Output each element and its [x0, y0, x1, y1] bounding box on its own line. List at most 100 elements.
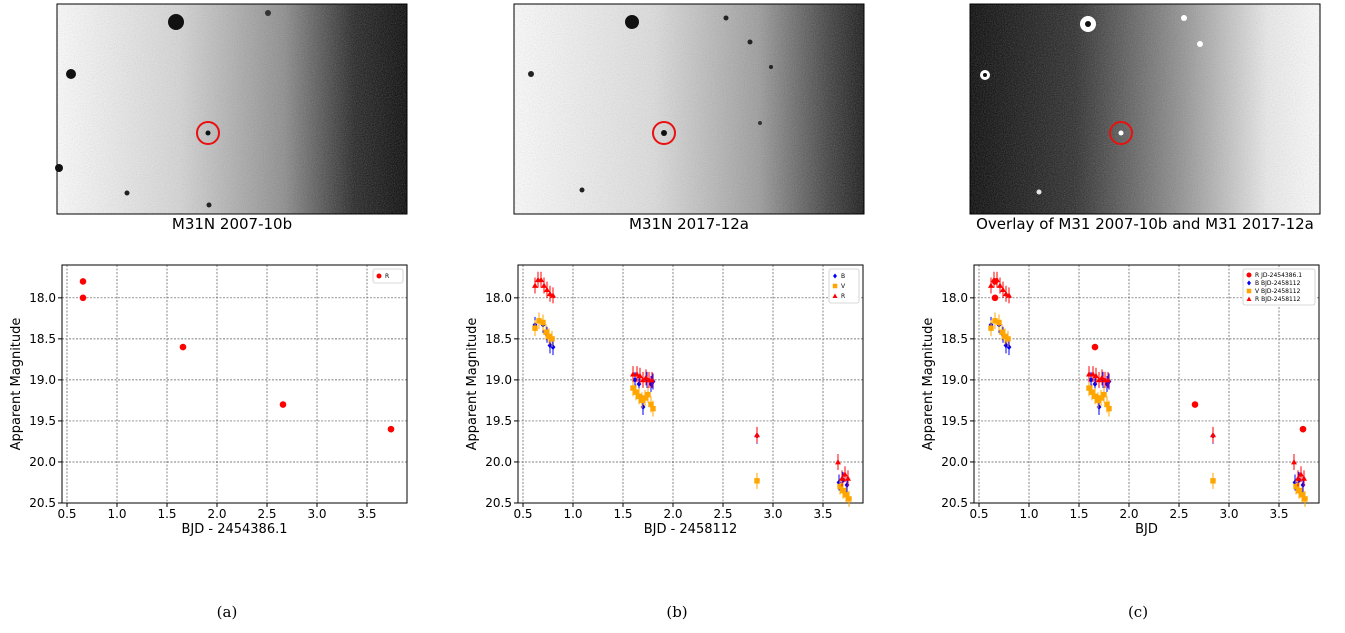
data-point — [79, 294, 87, 302]
data-point — [387, 425, 395, 433]
y-tick-label: 19.5 — [29, 414, 56, 428]
image-frame — [513, 3, 865, 215]
data-point — [1106, 405, 1112, 412]
x-tick-label: 3.0 — [307, 507, 326, 521]
y-axis-label: Apparent Magnitude — [921, 318, 936, 451]
data-point — [639, 397, 645, 404]
data-point — [835, 458, 841, 465]
star — [723, 15, 729, 21]
data-point — [844, 481, 850, 488]
image-panel-b: M31N 2017-12a — [513, 3, 865, 233]
data-point — [1101, 391, 1107, 398]
subfigure-label-c: (c) — [1128, 603, 1148, 621]
legend-label: R BJD-2458112 — [1255, 296, 1301, 303]
data-point — [536, 318, 542, 324]
legend-box — [1242, 268, 1316, 306]
series-v — [532, 312, 852, 507]
data-point — [846, 496, 852, 502]
y-tick-label: 19.0 — [485, 373, 512, 387]
data-point — [634, 371, 640, 377]
data-point — [1302, 496, 1308, 502]
y-tick-label: 20.5 — [29, 496, 56, 510]
data-point — [279, 401, 287, 408]
data-point — [988, 282, 994, 288]
data-point — [842, 471, 848, 477]
y-axis-label: Apparent Magnitude — [9, 318, 24, 451]
legend-label: R — [841, 293, 845, 300]
data-point — [547, 290, 553, 297]
data-point — [544, 286, 550, 293]
data-point — [843, 492, 849, 498]
y-tick-label: 20.5 — [941, 496, 968, 510]
image-noise — [514, 4, 864, 214]
x-tick-label: 1.5 — [157, 507, 176, 521]
y-tick-label: 20.0 — [29, 455, 56, 469]
x-tick-label: 2.0 — [207, 507, 226, 521]
data-point — [549, 336, 555, 342]
legend-label: R JD-2454386.1 — [1255, 272, 1302, 279]
star — [66, 69, 76, 79]
data-point — [1092, 393, 1098, 400]
data-point — [1086, 371, 1092, 377]
data-point — [532, 325, 538, 331]
x-tick-label: 3.5 — [1269, 507, 1288, 521]
star — [758, 121, 762, 125]
nova-marker-circle — [196, 121, 220, 145]
data-point — [754, 478, 760, 484]
data-point — [79, 278, 87, 285]
data-point — [994, 276, 1000, 283]
star — [206, 202, 212, 208]
data-point — [1088, 376, 1094, 383]
subfigure-label-a: (a) — [217, 603, 238, 621]
data-point — [754, 431, 760, 438]
star — [55, 164, 63, 172]
data-point — [991, 294, 999, 302]
data-point — [1003, 290, 1009, 297]
y-tick-label: 19.5 — [941, 414, 968, 428]
star — [265, 10, 271, 16]
series-r-bjd-2458112 — [988, 271, 1307, 487]
data-point — [833, 273, 837, 279]
x-tick-label: 3.5 — [813, 507, 832, 521]
x-axis-label: BJD — [1135, 522, 1158, 537]
data-point — [179, 343, 187, 351]
plot-frame — [973, 264, 1320, 504]
light-curve-chart-c: 0.5 1.0 1.5 2.0 2.5 3.0 3.5 18.0 18.5 19.0 19.5 20.… — [921, 264, 1320, 537]
image-title: Overlay of M31 2007-10b and M31 2017-12a — [976, 215, 1314, 233]
data-point — [997, 282, 1003, 288]
data-point — [546, 333, 552, 340]
legend-label: V — [841, 283, 846, 290]
data-point — [840, 487, 846, 494]
data-point — [1104, 401, 1110, 408]
data-point — [532, 282, 538, 288]
x-tick-label: 1.0 — [563, 507, 582, 521]
data-point — [1210, 431, 1216, 438]
plot-frame — [61, 264, 408, 504]
star — [747, 39, 753, 45]
data-point — [832, 293, 838, 298]
data-point — [1093, 372, 1099, 379]
x-tick-label: 2.5 — [713, 507, 732, 521]
x-tick-label: 1.5 — [613, 507, 632, 521]
image-frame — [56, 3, 408, 215]
x-tick-label: 3.5 — [357, 507, 376, 521]
data-point — [636, 393, 642, 400]
star — [625, 15, 639, 29]
nova-source — [205, 130, 211, 136]
series-r-jd-2454386-1 — [991, 278, 1307, 433]
data-point — [1105, 376, 1111, 383]
star — [528, 71, 534, 77]
light-curve-chart-b: 0.5 1.0 1.5 2.0 2.5 3.0 3.5 18.0 18.5 19.0 19.5 20.… — [465, 264, 864, 537]
data-point — [988, 325, 994, 331]
star — [1197, 41, 1203, 47]
data-point — [1291, 458, 1297, 465]
star — [168, 14, 184, 30]
series-r — [79, 278, 395, 433]
x-tick-label: 1.0 — [1019, 507, 1038, 521]
image-noise — [970, 4, 1320, 214]
data-point — [632, 376, 638, 383]
data-point — [649, 376, 655, 383]
y-tick-label: 18.5 — [941, 332, 968, 346]
data-point — [1299, 492, 1305, 498]
